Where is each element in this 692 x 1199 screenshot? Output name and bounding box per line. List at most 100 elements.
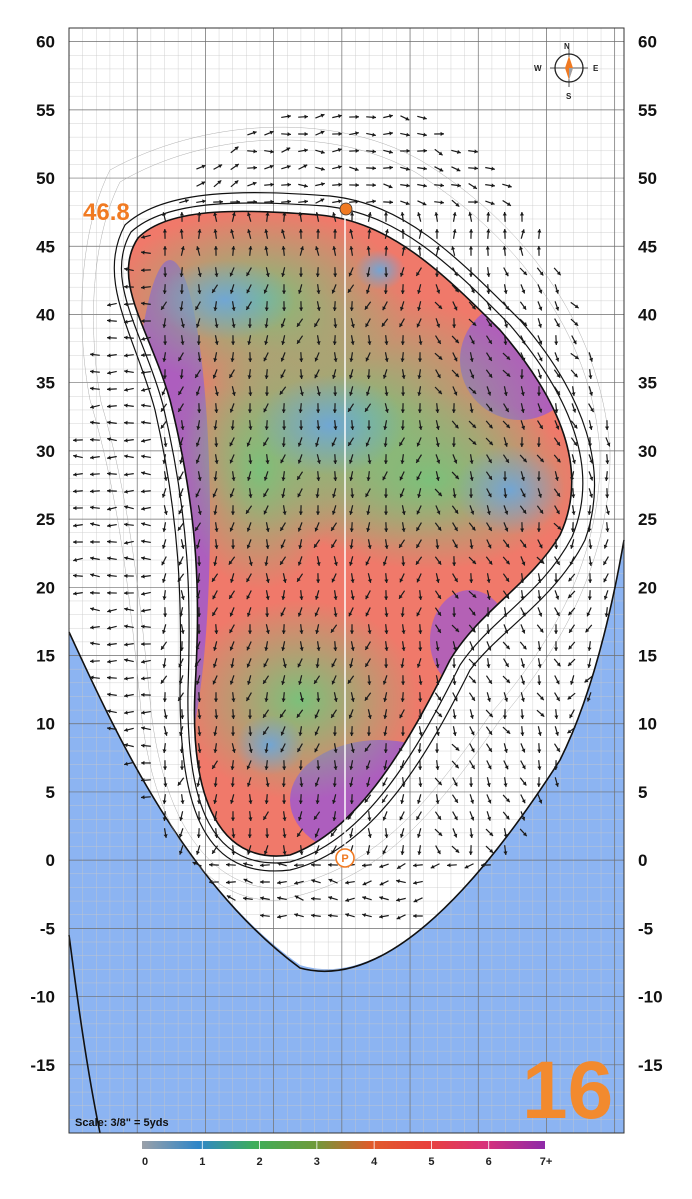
slope-arrow	[399, 811, 405, 821]
slope-arrow	[196, 811, 202, 822]
slope-arrow	[350, 420, 355, 431]
slope-arrow	[366, 505, 371, 515]
slope-arrow	[412, 863, 423, 868]
slope-arrow	[163, 437, 168, 448]
slope-arrow	[434, 607, 442, 617]
slope-arrow	[486, 590, 491, 600]
slope-arrow	[123, 591, 134, 596]
slope-arrow	[265, 211, 270, 222]
slope-arrow	[364, 692, 372, 702]
slope-arrow	[486, 692, 491, 702]
slope-arrow	[229, 437, 235, 447]
slope-arrow	[571, 403, 577, 413]
slope-arrow	[605, 522, 610, 533]
slope-arrow	[230, 794, 235, 804]
slope-arrow	[213, 556, 218, 566]
slope-arrow	[162, 590, 167, 601]
slope-arrow	[163, 777, 168, 788]
slope-arrow	[537, 573, 542, 583]
slope-arrow	[296, 318, 304, 328]
slope-arrow	[554, 471, 559, 481]
slope-arrow	[468, 166, 479, 171]
y-tick-label-left: 30	[36, 442, 55, 461]
slope-arrow	[263, 352, 269, 362]
slope-arrow	[366, 471, 371, 482]
slope-arrow	[502, 211, 507, 222]
slope-arrow	[519, 641, 527, 650]
compass-e: E	[593, 64, 599, 73]
slope-arrow	[401, 777, 406, 788]
slope-arrow	[213, 794, 218, 804]
slope-arrow	[180, 318, 185, 328]
slope-arrow	[520, 573, 525, 584]
slope-arrow	[349, 369, 354, 379]
slope-arrow	[435, 335, 442, 345]
slope-arrow	[468, 267, 474, 278]
slope-arrow	[333, 454, 338, 465]
slope-arrow	[469, 760, 476, 770]
slope-arrow	[412, 913, 423, 919]
slope-arrow	[163, 335, 168, 346]
slope-arrow	[259, 913, 270, 918]
y-tick-label-right: 50	[638, 169, 657, 188]
slope-arrow	[415, 522, 422, 532]
slope-arrow	[264, 369, 269, 380]
slope-arrow	[502, 794, 511, 803]
slope-arrow	[296, 743, 303, 753]
slope-arrow	[178, 845, 184, 855]
collar-outline-inner	[120, 202, 584, 864]
slope-arrow	[177, 352, 184, 362]
slope-arrow	[333, 267, 338, 278]
slope-arrow	[554, 590, 560, 600]
slope-arrow	[330, 539, 337, 549]
slope-arrow	[469, 488, 474, 499]
slope-arrow	[588, 369, 593, 380]
slope-arrow	[213, 777, 218, 788]
slope-arrow	[401, 556, 406, 567]
slope-arrow	[399, 267, 405, 277]
slope-arrow	[468, 556, 477, 565]
slope-arrow	[106, 353, 117, 358]
slope-arrow	[106, 659, 117, 664]
slope-arrow	[213, 692, 219, 703]
slope-arrow	[468, 624, 476, 633]
y-tick-label-right: 40	[638, 305, 657, 324]
slope-arrow	[537, 743, 542, 754]
slope-arrow	[313, 675, 321, 685]
slope-arrow	[536, 454, 545, 463]
y-tick-label-right: 30	[638, 442, 657, 461]
slope-arrow	[451, 590, 459, 599]
slope-arrow	[537, 726, 542, 736]
slope-arrow	[248, 386, 253, 397]
slope-arrow	[486, 794, 492, 804]
slope-arrow	[383, 709, 388, 719]
legend-tick-label: 5	[428, 1156, 434, 1168]
slope-arrow	[365, 386, 371, 396]
slope-arrow	[264, 246, 269, 256]
slope-arrow	[381, 318, 389, 327]
slope-arrow	[537, 488, 542, 498]
slope-arrow	[162, 245, 168, 256]
slope-arrow	[123, 642, 134, 647]
slope-arrow	[434, 590, 442, 600]
slope-arrow	[520, 692, 525, 702]
slope-arrow	[195, 454, 201, 464]
slope-arrow	[417, 743, 422, 754]
slope-arrow	[211, 284, 219, 294]
slope-arrow	[381, 794, 389, 804]
slope-arrow	[469, 352, 474, 362]
slope-arrow	[265, 522, 270, 532]
slope-arrow	[246, 760, 252, 770]
slope-arrow	[124, 387, 134, 392]
slope-arrow	[396, 897, 406, 902]
slope-arrow	[263, 471, 269, 481]
slope-arrow	[197, 709, 202, 720]
slope-arrow	[452, 692, 458, 702]
slope-arrow	[316, 301, 321, 311]
slope-arrow	[229, 607, 235, 617]
slope-arrow	[247, 199, 258, 204]
slope-arrow	[569, 709, 575, 719]
y-tick-label-left: 50	[36, 169, 55, 188]
slope-arrow	[89, 369, 100, 374]
slope-arrow	[503, 743, 508, 753]
